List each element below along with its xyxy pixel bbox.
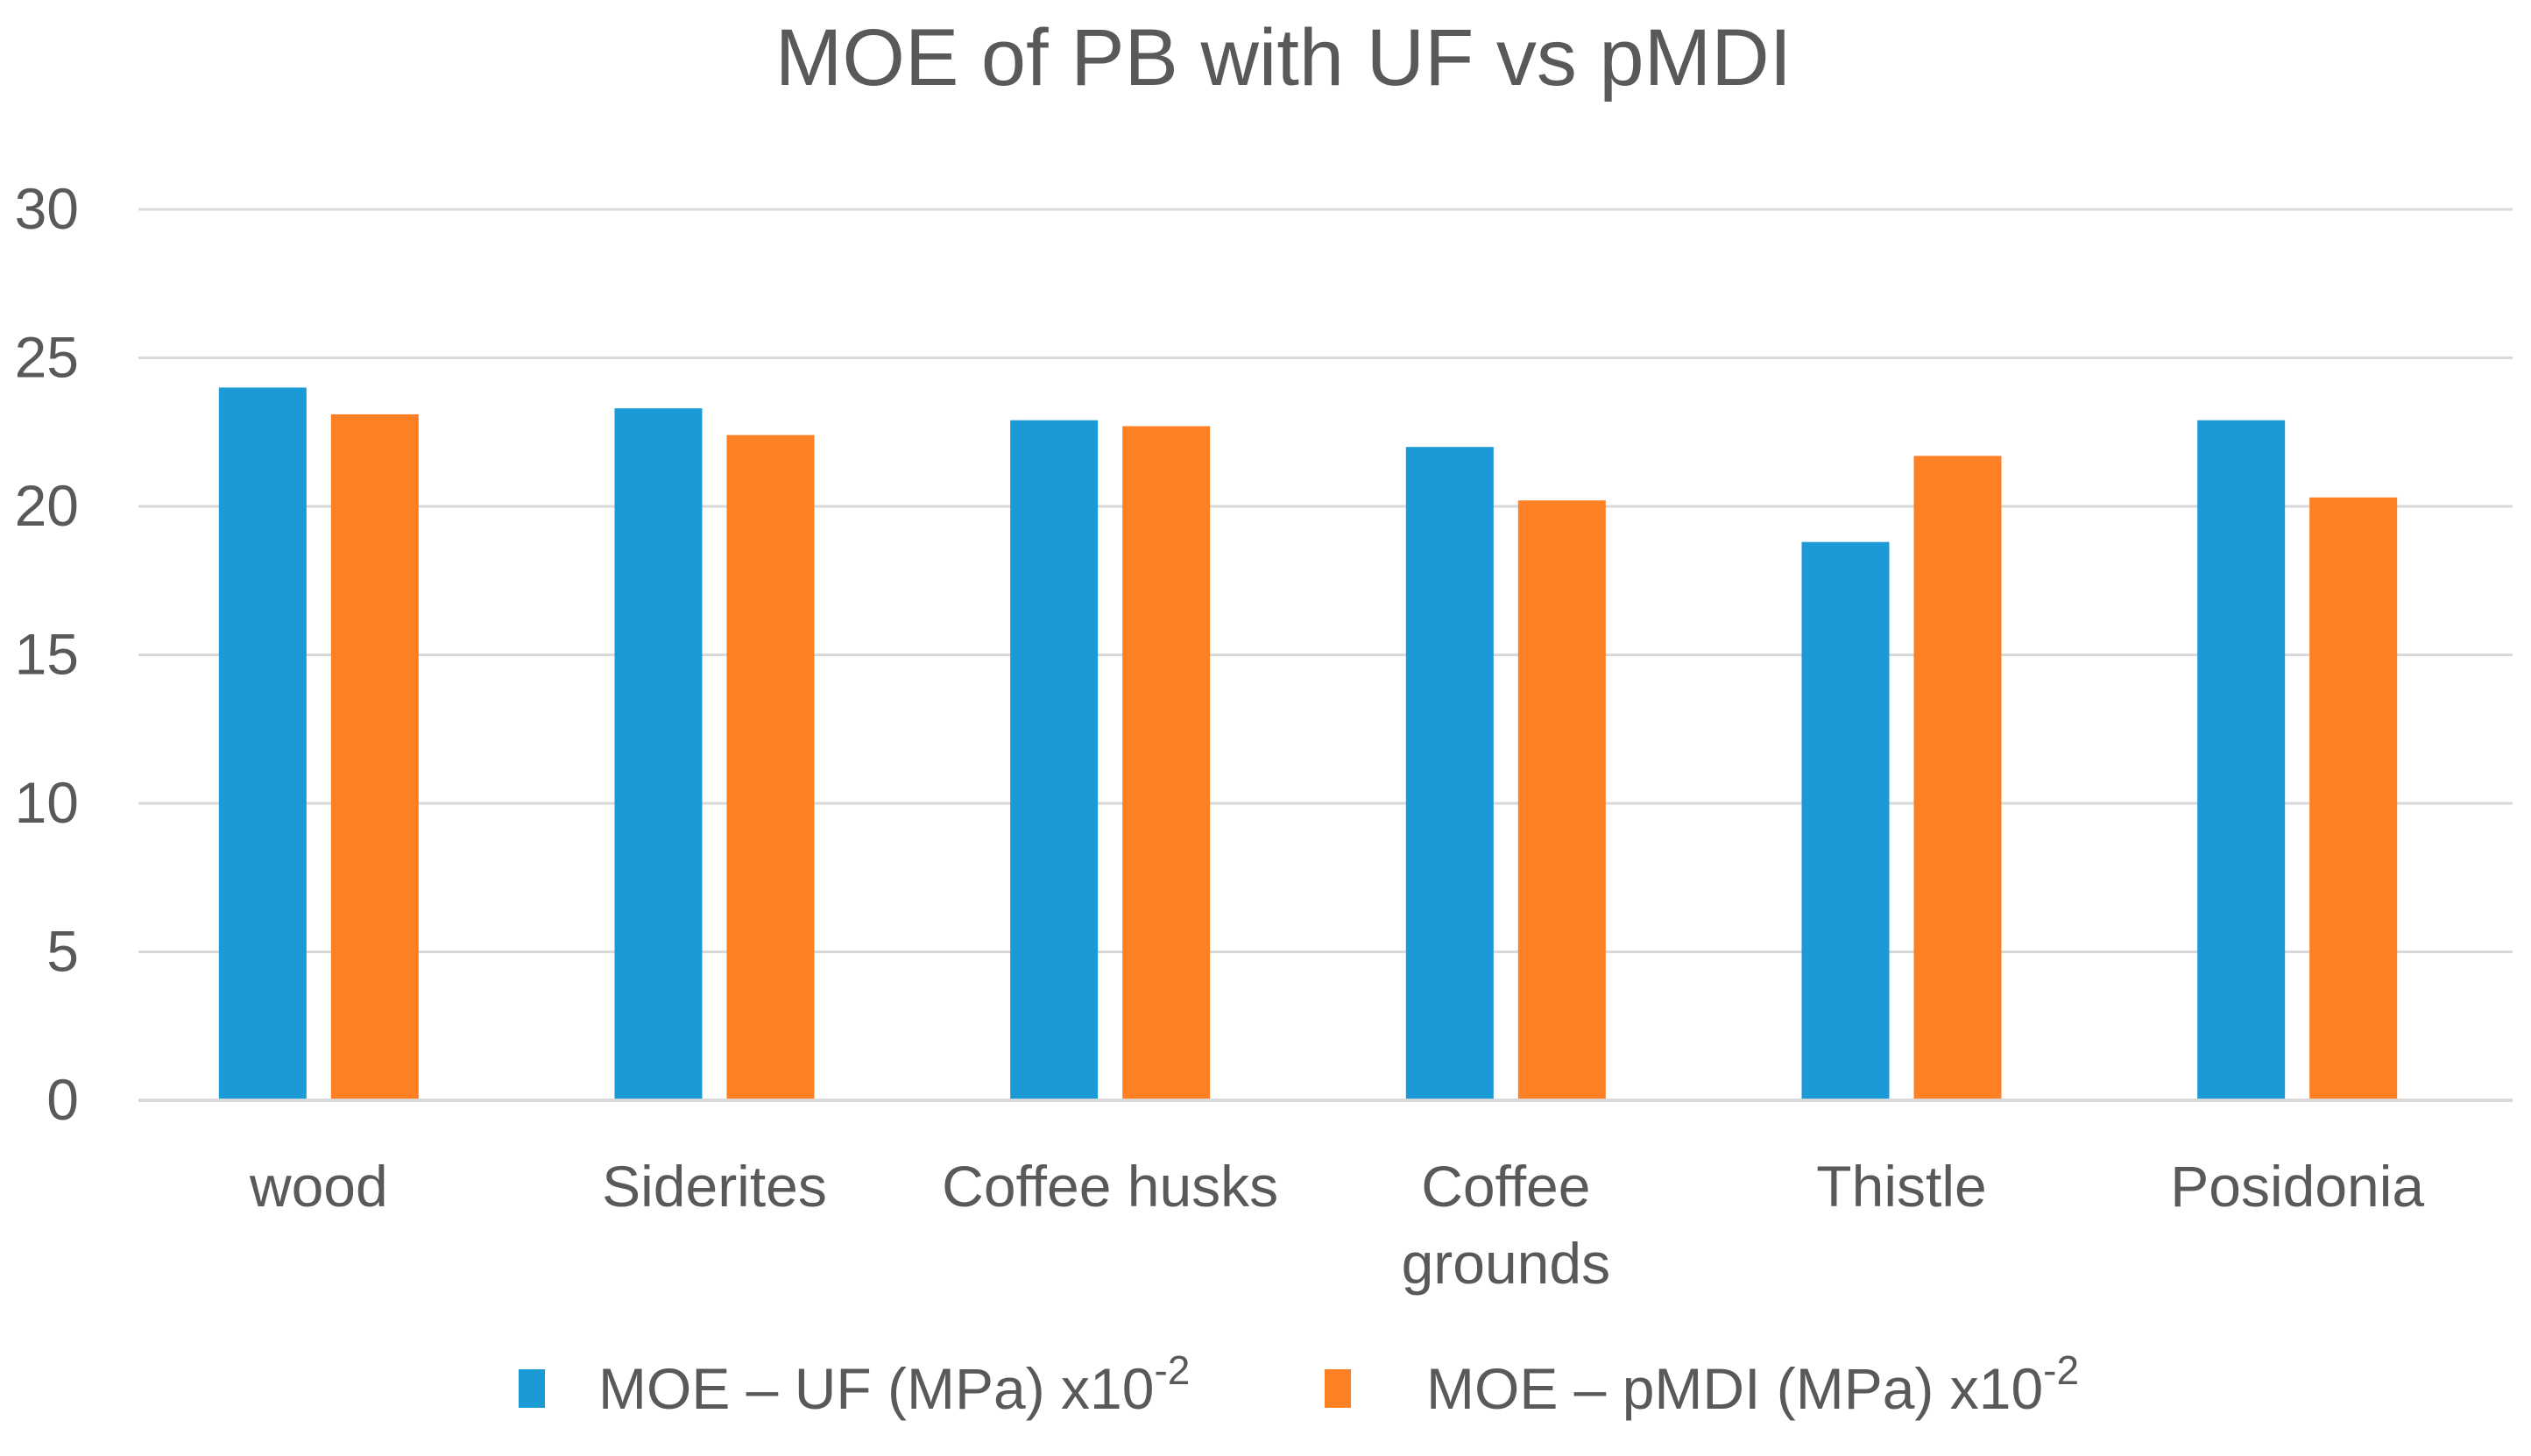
bar-series1-cat3 [1010, 420, 1099, 1100]
bar-series1-cat5 [1801, 541, 1890, 1100]
y-tick-label-20: 20 [15, 473, 79, 538]
y-tick-label-25: 25 [15, 325, 79, 390]
x-category-label-2: Siderites [602, 1154, 827, 1219]
legend-label-2: MOE – pMDI (MPa) x10-2 [1426, 1347, 2079, 1421]
legend-label-1: MOE – UF (MPa) x10-2 [598, 1347, 1190, 1421]
y-tick-label-30: 30 [15, 176, 79, 241]
y-tick-label-10: 10 [15, 770, 79, 835]
legend-swatch-1 [519, 1369, 545, 1408]
x-category-label-4: Coffee grounds [1402, 1154, 1611, 1296]
bar-series2-cat5 [1913, 456, 2002, 1100]
bar-series2-cat6 [2309, 497, 2398, 1100]
bar-series2-cat3 [1122, 426, 1211, 1101]
y-tick-label-0: 0 [46, 1067, 79, 1132]
x-category-label-3: Coffee husks [942, 1154, 1278, 1219]
bar-series1-cat4 [1405, 447, 1494, 1100]
bar-series1-cat6 [2197, 420, 2286, 1100]
x-category-label-5: Thistle [1816, 1154, 1986, 1219]
gridlines [138, 208, 2513, 953]
bar-series1-cat1 [218, 387, 307, 1100]
bar-series2-cat1 [330, 413, 419, 1100]
x-category-label-6: Posidonia [2170, 1154, 2424, 1219]
x-category-label-1: wood [249, 1154, 388, 1219]
bars [218, 387, 2398, 1101]
y-axis-ticks: 0 5 10 15 20 25 30 [15, 176, 79, 1132]
y-tick-label-15: 15 [15, 622, 79, 687]
legend: MOE – UF (MPa) x10-2 MOE – pMDI (MPa) x10… [519, 1347, 2079, 1421]
chart-title: MOE of PB with UF vs pMDI [775, 13, 1792, 102]
bar-series2-cat4 [1517, 500, 1606, 1100]
x-axis-categories: wood Siderites Coffee husks Coffee grounds Th… [249, 1154, 2424, 1296]
legend-swatch-2 [1325, 1369, 1351, 1408]
bar-series1-cat2 [614, 408, 703, 1100]
bar-series2-cat2 [726, 435, 815, 1100]
y-tick-label-5: 5 [46, 919, 79, 984]
